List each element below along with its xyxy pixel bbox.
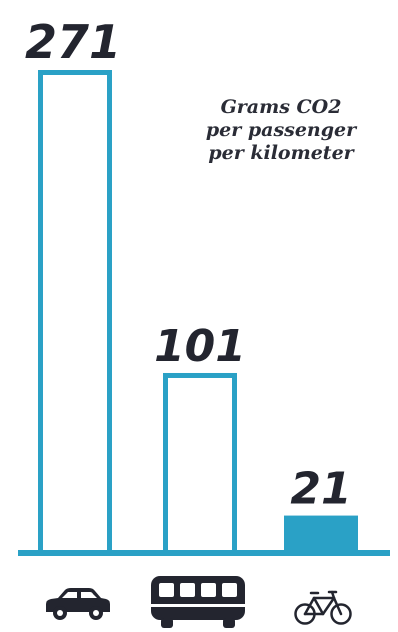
annotation-line-2: per passenger <box>205 119 357 141</box>
bar-car <box>38 70 112 556</box>
value-labels-group: 271 101 21 <box>25 15 352 515</box>
value-label-bus: 101 <box>154 321 246 372</box>
annotation-line-1: Grams CO2 <box>220 96 342 118</box>
bus-icon <box>151 576 245 628</box>
bicycle-icon <box>294 590 352 625</box>
car-icon <box>46 588 110 620</box>
value-label-bicycle: 21 <box>290 464 351 515</box>
bar-bicycle <box>284 515 358 553</box>
chart-annotation: Grams CO2 per passenger per kilometer <box>186 96 376 165</box>
bar-bus <box>163 372 237 556</box>
annotation-line-3: per kilometer <box>208 142 354 164</box>
value-label-car: 271 <box>25 15 121 69</box>
